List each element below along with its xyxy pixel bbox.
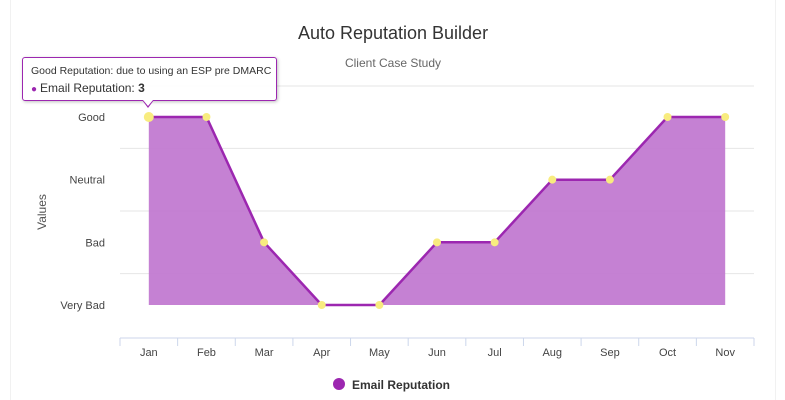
x-tick-label: Sep: [600, 347, 620, 359]
x-tick-label: Jun: [428, 347, 446, 359]
data-point[interactable]: [143, 112, 154, 122]
x-tick-label: Nov: [715, 347, 735, 359]
tooltip-series-label: Email Reputation:: [40, 81, 135, 95]
x-tick-label: Apr: [313, 347, 330, 359]
legend-marker[interactable]: [333, 378, 345, 390]
data-point[interactable]: [605, 175, 614, 184]
y-tick-label: Neutral: [70, 175, 105, 187]
x-tick-label: Oct: [659, 347, 676, 359]
data-point[interactable]: [202, 113, 211, 121]
chart-title: Auto Reputation Builder: [298, 23, 488, 43]
card-border-left: [10, 0, 11, 400]
x-axis: Jan Feb Mar Apr May Jun Jul Aug Sep Oct Nov: [119, 337, 755, 359]
y-axis-labels: Very Bad Bad Neutral Good: [60, 112, 105, 312]
x-tick-label: Mar: [255, 347, 274, 359]
chart-subtitle: Client Case Study: [345, 56, 441, 70]
tooltip-row: ● Email Reputation: 3: [31, 81, 268, 95]
x-tick-label: Feb: [197, 347, 216, 359]
data-point[interactable]: [375, 301, 384, 309]
x-tick-label: Jul: [488, 347, 502, 359]
data-point[interactable]: [721, 113, 730, 121]
legend-label[interactable]: Email Reputation: [352, 378, 450, 392]
legend[interactable]: Email Reputation: [333, 378, 450, 392]
y-tick-label: Good: [78, 112, 105, 124]
data-point[interactable]: [260, 238, 269, 247]
data-point[interactable]: [548, 175, 557, 184]
x-tick-label: May: [369, 347, 390, 359]
data-point[interactable]: [663, 113, 672, 121]
tooltip: Good Reputation: due to using an ESP pre…: [22, 57, 277, 101]
y-axis-title: Values: [35, 194, 49, 230]
data-point[interactable]: [433, 238, 441, 247]
x-tick-label: Jan: [140, 347, 158, 359]
data-point[interactable]: [490, 238, 499, 247]
series-email-reputation[interactable]: [143, 112, 730, 309]
tooltip-arrow-inner: [143, 100, 153, 106]
tooltip-series-dot-icon: ●: [31, 84, 38, 95]
card-border-right: [775, 0, 776, 400]
tooltip-value: 3: [138, 81, 145, 95]
tooltip-header: Good Reputation: due to using an ESP pre…: [31, 65, 272, 77]
area-fill: [148, 117, 726, 305]
data-point[interactable]: [317, 301, 326, 309]
y-tick-label: Bad: [85, 237, 105, 249]
y-tick-label: Very Bad: [60, 300, 105, 312]
x-tick-label: Aug: [542, 347, 562, 359]
